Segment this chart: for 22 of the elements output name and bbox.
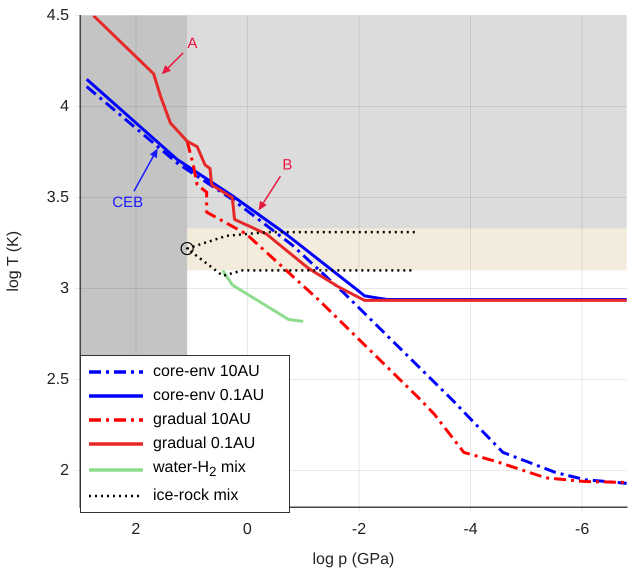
legend-label: core-env 10AU <box>153 362 260 382</box>
legend-label: ice-rock mix <box>153 486 238 506</box>
x-tick-label: -4 <box>463 521 478 538</box>
annotation: CEB <box>112 194 144 211</box>
legend-label: gradual 10AU <box>153 410 251 430</box>
legend-label: gradual 0.1AU <box>153 434 256 454</box>
annotation: A <box>187 34 198 52</box>
y-tick-label: 2.5 <box>46 371 70 388</box>
legend-label: core-env 0.1AU <box>153 386 264 406</box>
y-tick-label: 2 <box>60 462 70 480</box>
y-tick-label: 3.5 <box>46 189 70 206</box>
y-axis-title: log T (K) <box>5 230 22 292</box>
y-tick-label: 3 <box>60 280 70 298</box>
annotation: B <box>282 156 292 174</box>
legend-label: water-H$_{2}$ mix <box>153 458 246 482</box>
x-tick-label: 2 <box>131 521 140 538</box>
x-tick-label: -2 <box>352 521 366 538</box>
y-tick-label: 4 <box>60 98 70 116</box>
x-tick-label: -6 <box>575 521 590 538</box>
x-tick-label: 0 <box>242 521 252 538</box>
x-axis-title: log p (GPa) <box>312 550 394 568</box>
y-tick-label: 4.5 <box>46 7 70 24</box>
